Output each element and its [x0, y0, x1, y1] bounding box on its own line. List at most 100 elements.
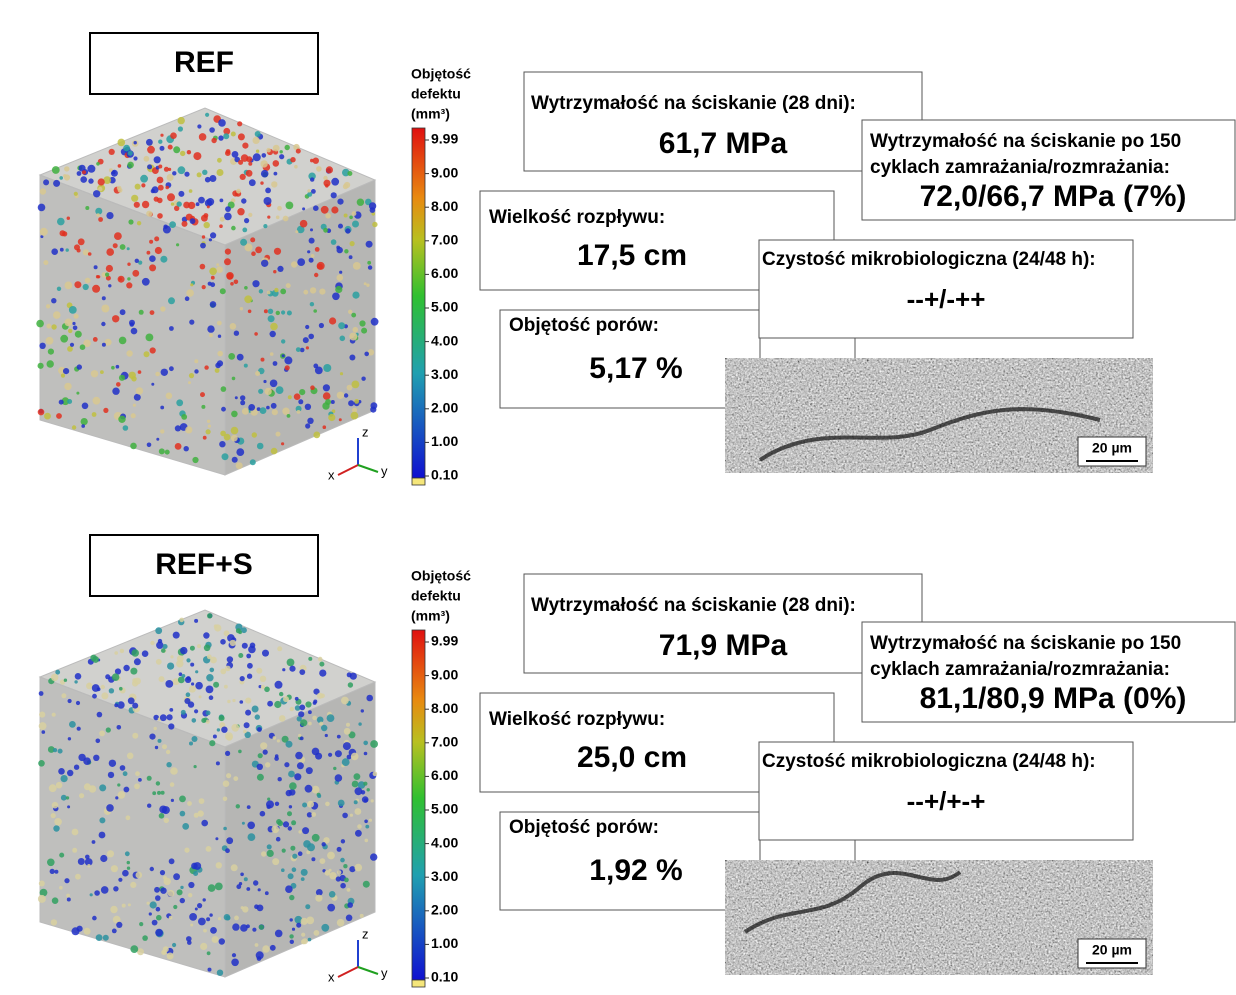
colorbar-tick-label: 5.00 [431, 801, 458, 817]
defect-dot [200, 942, 208, 950]
defect-dot [277, 265, 284, 272]
defect-dot [193, 871, 199, 876]
defect-dot [140, 174, 149, 183]
defect-dot [187, 201, 196, 210]
defect-dot [272, 144, 280, 152]
defect-dot [313, 688, 320, 695]
defect-dot [314, 272, 319, 278]
defect-dot [119, 648, 125, 654]
defect-dot [359, 320, 366, 327]
defect-dot [273, 171, 278, 176]
defect-dot [81, 402, 89, 410]
sem-crack [743, 870, 962, 934]
defect-dot [336, 918, 345, 927]
defect-dot [133, 677, 141, 685]
defect-dot [246, 673, 253, 679]
defect-dot [206, 654, 212, 660]
defect-dot [60, 373, 66, 378]
defect-dot [226, 837, 234, 845]
defect-dot [344, 249, 349, 254]
defect-dot [127, 277, 131, 281]
defect-dot [360, 709, 364, 713]
defect-dot [50, 919, 58, 926]
defect-dot [51, 166, 60, 174]
defect-dot [157, 738, 162, 743]
defect-dot [264, 387, 272, 395]
defect-dot [251, 432, 257, 438]
defect-dot [231, 376, 236, 381]
defect-dot [142, 935, 148, 941]
defect-dot [287, 826, 292, 831]
defect-dot [233, 776, 239, 781]
defect-dot [337, 870, 342, 875]
defect-dot [287, 811, 292, 817]
defect-dot [147, 164, 153, 170]
defect-dot [189, 319, 195, 325]
defect-dot [146, 250, 151, 255]
defect-dot [281, 354, 285, 358]
defect-dot [133, 658, 141, 666]
defect-dot [194, 359, 199, 364]
defect-dot [117, 275, 125, 283]
defect-dot [218, 135, 224, 141]
defect-dot [224, 258, 231, 266]
defect-dot [163, 224, 168, 229]
defect-dot [73, 313, 79, 319]
defect-dot [111, 928, 117, 934]
defect-dot [178, 672, 183, 676]
defect-dot [336, 734, 341, 739]
defect-dot [131, 649, 139, 657]
defect-dot [106, 850, 115, 858]
defect-dot [352, 220, 359, 228]
defect-dot [54, 869, 59, 874]
defect-dot [207, 613, 213, 619]
defect-dot [231, 958, 239, 967]
defect-dot [262, 945, 270, 953]
defect-dot [115, 364, 120, 369]
defect-dot [299, 389, 306, 396]
defect-dot [127, 697, 135, 705]
defect-dot [341, 758, 350, 766]
defect-dot [290, 157, 296, 163]
defect-dot [358, 722, 362, 726]
defect-dot [330, 239, 337, 245]
defect-dot [210, 927, 217, 934]
defect-dot [103, 176, 112, 185]
defect-dot [37, 203, 46, 212]
defect-dot [295, 148, 301, 154]
box-value: 17,5 cm [577, 239, 687, 272]
defect-dot [165, 392, 173, 400]
defect-dot [311, 747, 320, 756]
defect-dot [202, 898, 206, 902]
defect-dot [240, 400, 246, 406]
defect-dot [351, 312, 357, 318]
defect-dot [343, 864, 348, 869]
defect-dot [174, 425, 181, 432]
defect-dot [147, 145, 155, 154]
defect-dot [85, 854, 90, 860]
defect-dot [316, 166, 322, 172]
defect-dot [59, 230, 66, 237]
defect-dot [254, 943, 259, 947]
defect-dot [339, 372, 344, 376]
defect-dot [312, 157, 319, 164]
defect-dot [231, 410, 238, 418]
defect-dot [59, 852, 65, 858]
defect-dot [266, 290, 271, 295]
defect-dot [92, 396, 101, 405]
defect-dot [117, 783, 121, 787]
defect-dot [276, 739, 280, 743]
defect-dot [329, 872, 337, 880]
defect-dot [51, 248, 58, 255]
box-title: Wytrzymałość na ściskanie (28 dni): [531, 595, 856, 616]
defect-dot [121, 903, 126, 908]
defect-dot [316, 716, 324, 724]
defect-dot [255, 149, 260, 153]
defect-dot [223, 630, 230, 637]
defect-dot [275, 836, 281, 842]
defect-dot [308, 257, 314, 263]
defect-dot [311, 857, 316, 862]
defect-dot [193, 862, 202, 870]
defect-dot [210, 656, 217, 664]
defect-dot [245, 697, 252, 704]
